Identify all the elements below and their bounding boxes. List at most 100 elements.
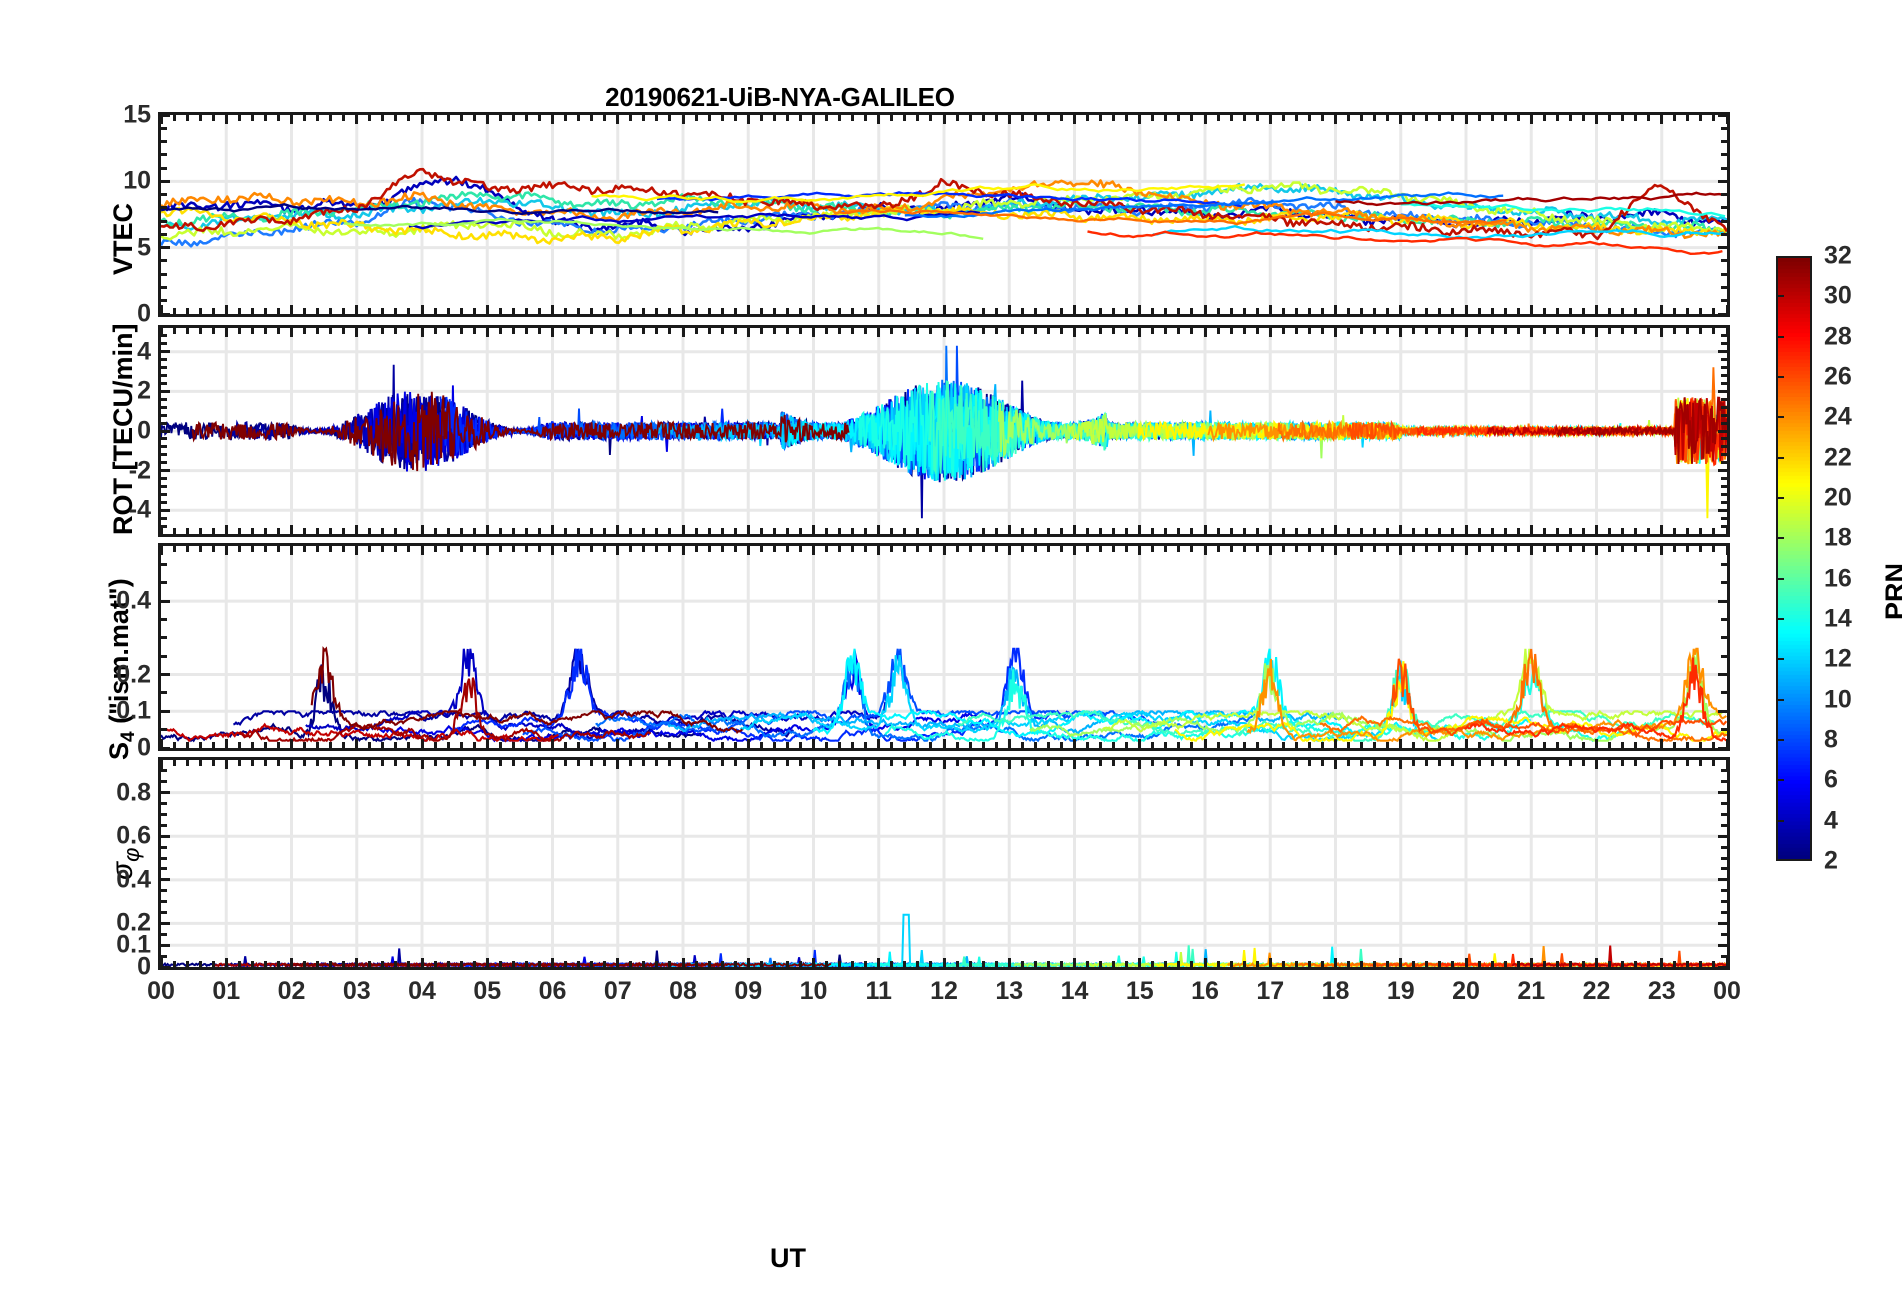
xtick-top-sigma [877,760,881,769]
xtick-top-minor-vtec [590,115,594,121]
xtick-top-rot [1138,328,1142,337]
xtick-bottom-minor-rot [511,528,515,534]
xtick-bottom-minor-s4 [537,742,541,748]
xtick-top-minor-s4 [211,546,215,552]
xtick-bottom-minor-vtec [394,308,398,314]
ytick-minor-right-sigma [1721,802,1727,806]
ytick-major-s4 [161,599,170,603]
xtick-top-minor-vtec [172,115,176,121]
xtick-bottom-minor-s4 [1112,742,1116,748]
xtick-top-minor-rot [1164,328,1168,334]
xtick-top-minor-rot [1555,328,1559,334]
xtick-bottom-minor-vtec [276,308,280,314]
ytick-major-right-vtec [1718,246,1727,250]
xtick-top-vtec [1073,115,1076,124]
xtick-bottom-minor-vtec [1373,308,1377,314]
xtick-label-0: 00 [147,977,175,1005]
xtick-top-minor-s4 [498,546,502,552]
xtick-bottom-minor-rot [642,528,646,534]
xtick-top-minor-sigma [1151,760,1155,766]
xtick-bottom-s4 [551,739,554,748]
colorbar-gradient [1778,258,1810,859]
xtick-top-minor-vtec [185,115,189,121]
xtick-bottom-minor-vtec [198,308,202,314]
xtick-top-minor-vtec [1307,115,1311,121]
colorbar-tick-22 [1776,456,1784,459]
xtick-label-7: 07 [603,977,632,1005]
xtick-bottom-minor-vtec [472,308,476,314]
xtick-bottom-vtec [812,305,815,314]
xtick-bottom-minor-s4 [381,742,385,748]
xtick-bottom-sigma [1334,958,1337,967]
xtick-bottom-vtec [485,305,489,314]
xtick-bottom-sigma [290,958,293,967]
ytick-minor-right-vtec [1721,140,1727,144]
xtick-bottom-minor-sigma [1020,961,1024,967]
xtick-top-minor-rot [864,328,868,334]
xtick-top-minor-vtec [211,115,215,121]
ytick-major-sigma [161,943,170,947]
xtick-top-minor-s4 [603,546,607,552]
xtick-top-minor-s4 [968,546,972,552]
xtick-top-minor-vtec [1059,115,1063,121]
xtick-bottom-minor-rot [1255,528,1259,534]
xtick-bottom-minor-rot [1425,528,1429,534]
xtick-top-minor-sigma [1216,760,1220,766]
xtick-top-rot [942,328,946,337]
xtick-bottom-minor-s4 [668,742,672,748]
xtick-top-minor-sigma [198,760,202,766]
xtick-top-minor-s4 [890,546,894,552]
xtick-bottom-minor-sigma [759,961,763,967]
ytick-minor-right-sigma [1721,911,1727,915]
xtick-bottom-minor-rot [1581,528,1585,534]
ytick-minor-right-sigma [1721,780,1727,784]
xtick-bottom-rot [159,525,163,534]
ytick-label-sigma-5: 0 [137,952,151,981]
xtick-top-minor-rot [1425,328,1429,334]
xtick-top-minor-sigma [1373,760,1377,766]
xtick-bottom-s4 [1268,739,1272,748]
xtick-bottom-minor-s4 [211,742,215,748]
xtick-top-rot [1464,328,1468,337]
xtick-bottom-minor-vtec [590,308,594,314]
xtick-top-minor-rot [564,328,568,334]
ytick-major-right-rot [1718,389,1727,393]
xtick-top-minor-rot [368,328,372,334]
ytick-minor-right-rot [1721,461,1727,465]
xtick-bottom-minor-sigma [655,961,659,967]
xtick-top-minor-rot [838,328,842,334]
ytick-minor-right-vtec [1721,285,1727,289]
xtick-top-rot [420,328,424,337]
xtick-bottom-minor-s4 [263,742,267,748]
colorbar-tick-6 [1776,779,1784,782]
ytick-major-right-rot [1718,469,1727,473]
xtick-top-minor-rot [590,328,594,334]
ytick-major-vtec [161,246,170,250]
ytick-minor-right-sigma [1721,856,1727,860]
xtick-top-minor-rot [407,328,411,334]
xtick-top-rot [485,328,489,337]
xtick-top-minor-s4 [916,546,920,552]
xtick-top-minor-rot [1360,328,1364,334]
xtick-bottom-minor-rot [981,528,985,534]
ytick-label-sigma-3: 0.2 [116,908,151,937]
xtick-bottom-minor-sigma [185,961,189,967]
xtick-bottom-minor-sigma [720,961,724,967]
xtick-bottom-sigma [159,958,163,967]
colorbar[interactable] [1776,256,1812,861]
xtick-bottom-minor-sigma [929,961,933,967]
xtick-top-minor-s4 [1112,546,1116,552]
xtick-top-s4 [551,546,554,555]
xtick-bottom-minor-rot [381,528,385,534]
ytick-minor-right-sigma [1721,845,1727,849]
xtick-top-minor-vtec [1634,115,1638,121]
xtick-bottom-minor-sigma [1347,961,1351,967]
xtick-bottom-sigma [616,958,620,967]
xtick-top-minor-sigma [1164,760,1168,766]
xtick-top-sigma [1073,760,1076,769]
ytick-minor-sigma [161,954,167,958]
xtick-top-minor-s4 [1412,546,1416,552]
xtick-top-minor-vtec [1686,115,1690,121]
xtick-bottom-minor-sigma [237,961,241,967]
xtick-top-minor-rot [394,328,398,334]
